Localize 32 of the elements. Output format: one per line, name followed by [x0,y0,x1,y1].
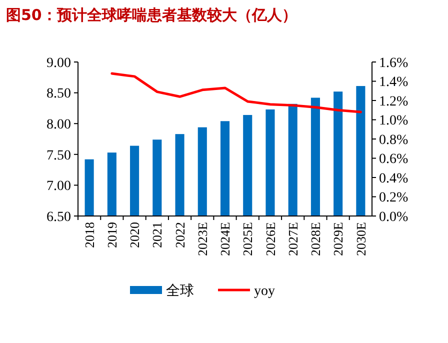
y-tick-label: 7.50 [46,148,71,164]
legend-label: 全球 [166,282,194,299]
legend-label: yoy [254,284,275,299]
x-tick-label: 2029E [330,222,346,256]
x-tick-label: 2020 [127,222,142,248]
y2-tick-label: 0.6% [379,152,408,168]
line-series [110,72,362,114]
y-tick-label: 8.50 [46,86,71,102]
x-tick-label: 2023E [194,222,210,256]
x-tick-label: 2024E [218,222,233,256]
y2-tick-label: 1.0% [379,114,408,129]
x-tick-label: 2030E [353,222,368,256]
x-tick-label: 2028E [308,222,324,256]
x-tick-label: 2019 [104,222,120,248]
x-tick-label: 2027E [285,222,300,256]
y2-tick-label: 0.8% [379,132,408,148]
y-tick-label: 6.50 [46,210,71,225]
y2-tick-label: 1.6% [379,56,408,71]
y2-tick-label: 0.0% [379,210,408,225]
y2-tick-label: 0.2% [379,190,408,206]
y-tick-label: 8.00 [46,118,71,132]
x-tick-label: 2018 [82,222,97,248]
x-tick-label: 2021 [150,222,165,248]
x-tick-label: 2022 [172,222,188,248]
chart-title: 图50：预计全球哮喘患者基数较大（亿人） [6,6,297,24]
y2-tick-label: 1.4% [379,75,408,90]
y-tick-label: 9.00 [46,56,71,71]
y2-tick-label: 0.4% [379,171,408,186]
y-tick-label: 7.00 [46,179,71,194]
x-tick-label: 2025E [240,222,256,256]
x-tick-label: 2026E [262,222,278,256]
y2-tick-label: 1.2% [379,94,408,110]
